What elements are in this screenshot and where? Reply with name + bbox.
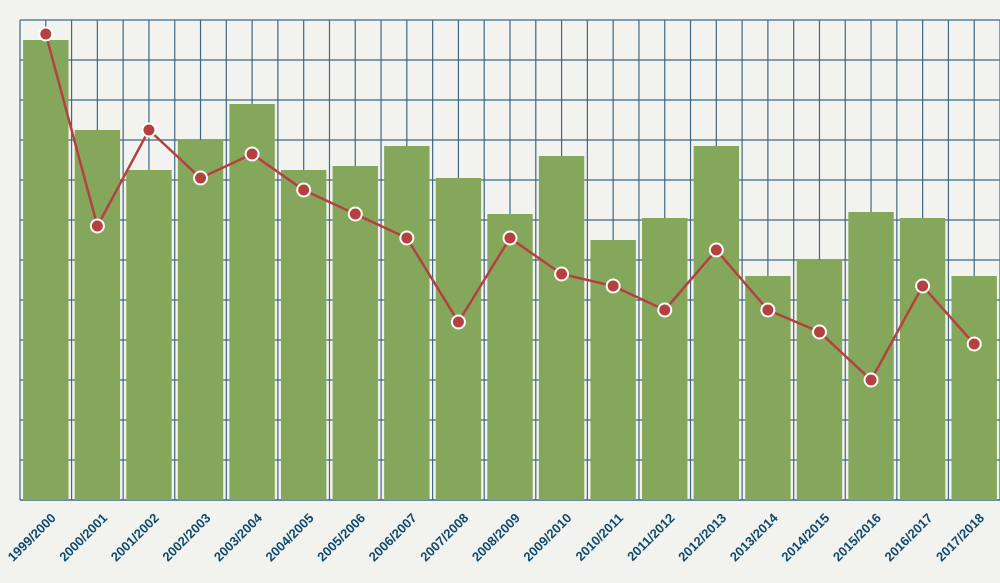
x-tick-label: 1999/2000 [5,510,59,564]
bar [796,260,843,500]
x-tick-label: 2005/2006 [314,510,368,564]
line-point [244,146,260,162]
line-point [450,314,466,330]
bar [538,156,585,500]
bar [487,214,533,500]
line-point [708,242,724,258]
bar [693,146,740,500]
x-tick-label: 2010/2011 [573,510,627,564]
line-point [811,324,827,340]
line-point [38,26,54,42]
x-tick-label: 2011/2012 [624,510,678,564]
bar [177,140,224,500]
x-tick-label: 2013/2014 [727,510,782,565]
bar [384,146,430,500]
line-point [554,266,570,282]
line-point [296,182,312,198]
x-tick-label: 2007/2008 [417,510,471,564]
x-tick-label: 2006/2007 [366,510,420,564]
bar [848,212,894,500]
line-point [863,372,879,388]
x-tick-label: 2003/2004 [211,510,266,565]
line-point [502,230,518,246]
bar [229,104,275,500]
line-point [141,122,157,138]
x-tick-label: 2009/2010 [520,510,574,564]
line-point [966,336,982,352]
line-point [347,206,363,222]
line-point [760,302,776,318]
bar [435,178,482,500]
x-tick-label: 2004/2005 [263,510,317,564]
line-series [38,26,982,388]
x-tick-label: 2016/2017 [881,510,935,564]
bar [899,218,946,500]
bar [951,276,997,500]
line-point [89,218,105,234]
x-tick-label: 2012/2013 [675,510,729,564]
bar [642,218,688,500]
x-tick-label: 2017/2018 [933,510,987,564]
x-tick-label: 2002/2003 [159,510,213,564]
line-point [193,170,209,186]
line-point [657,302,673,318]
bar [126,170,172,500]
x-tick-label: 2001/2002 [108,510,162,564]
line-point [605,278,621,294]
x-tick-label: 2000/2001 [56,510,110,564]
line-point [399,230,415,246]
x-tick-label: 2008/2009 [469,510,523,564]
bar [23,40,69,500]
x-tick-label: 2015/2016 [830,510,884,564]
x-axis: 1999/20002000/20012001/20022002/20032003… [5,510,987,565]
line-point [915,278,931,294]
bar [280,170,327,500]
bar [74,130,121,500]
x-tick-label: 2014/2015 [778,510,832,564]
